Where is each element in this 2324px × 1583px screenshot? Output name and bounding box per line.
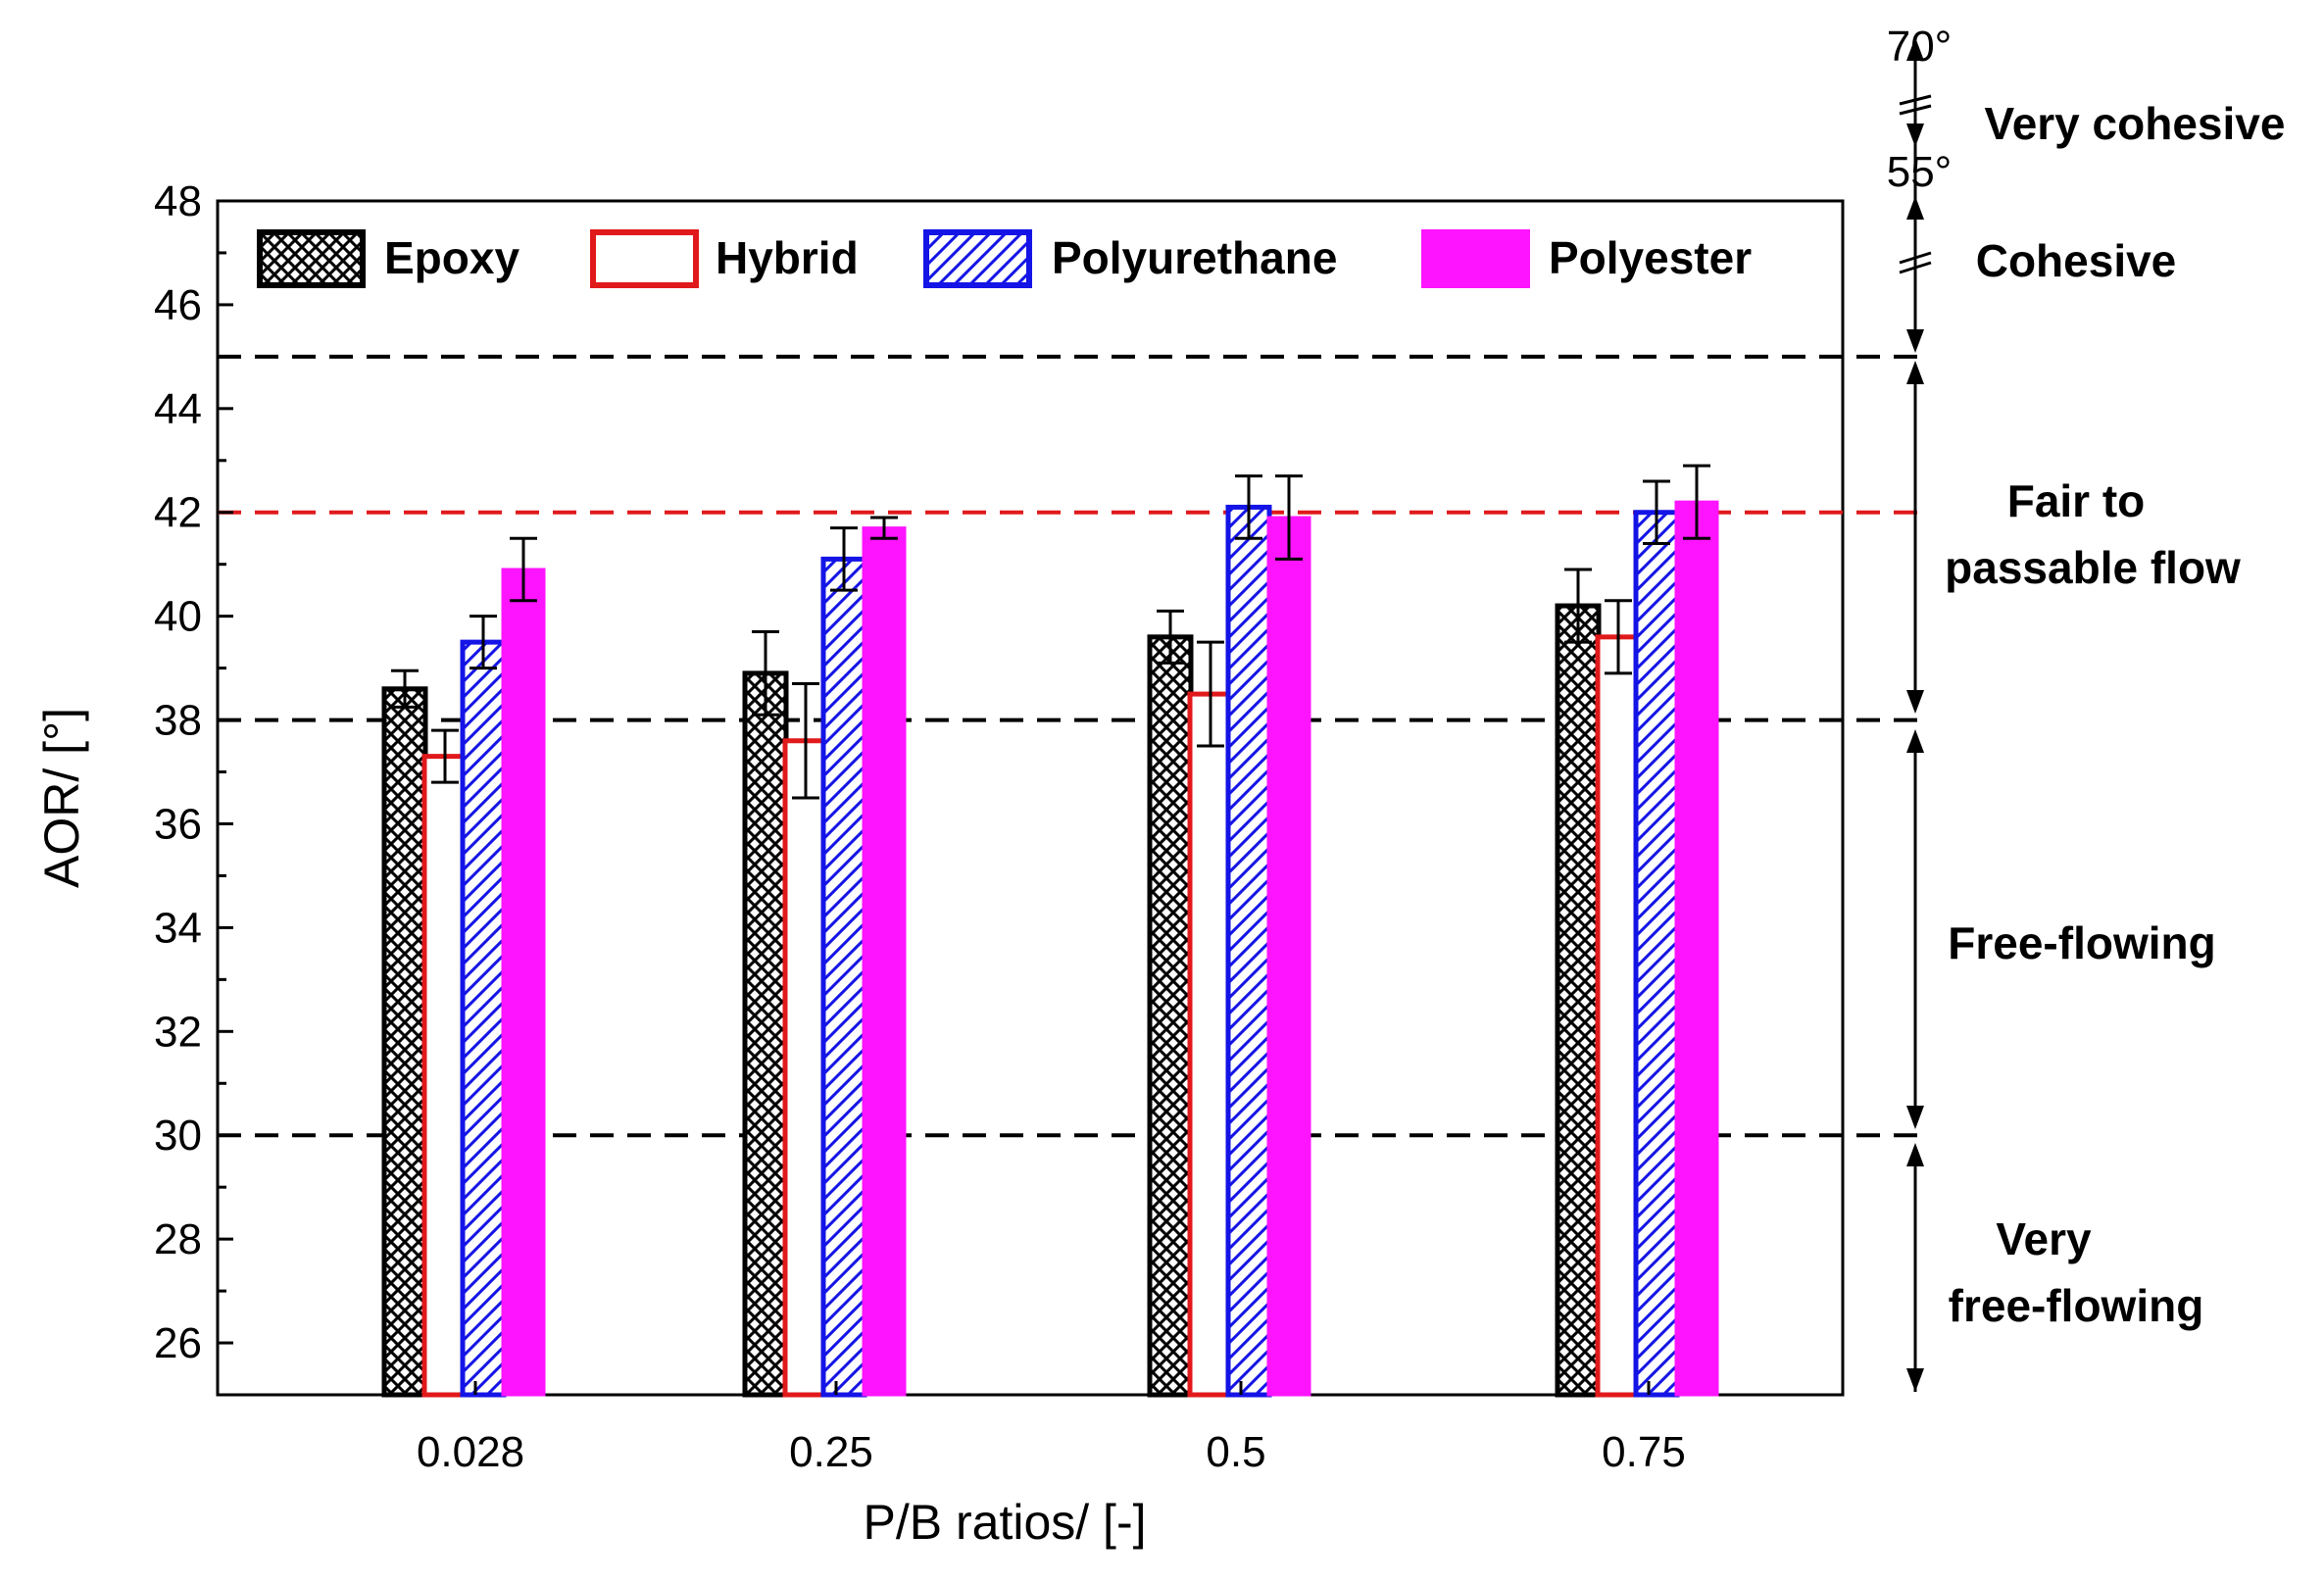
arrow-up-30 bbox=[1906, 1143, 1924, 1166]
legend-swatch-polyurethane bbox=[923, 229, 1032, 288]
y-tick-label-28: 28 bbox=[154, 1215, 202, 1263]
bar-polyurethane-3 bbox=[1633, 510, 1680, 1398]
error-bar-hybrid-2 bbox=[1197, 640, 1224, 748]
bar-epoxy-3 bbox=[1555, 603, 1602, 1398]
zone-label-very-cohesive: Very cohesive bbox=[1985, 98, 2286, 149]
bar-hybrid-0 bbox=[421, 754, 469, 1398]
error-bar-polyester-3 bbox=[1683, 464, 1710, 540]
zone-label-very-free-line2: free-flowing bbox=[1949, 1280, 2204, 1331]
angle-label-70: 70° bbox=[1887, 23, 1953, 71]
angle-label-55: 55° bbox=[1887, 148, 1953, 196]
error-bar-epoxy-1 bbox=[752, 630, 779, 717]
legend: Epoxy Hybrid Polyurethane Polyester bbox=[257, 229, 1752, 288]
error-bar-polyester-1 bbox=[870, 516, 898, 540]
zone-label-fair-line2: passable flow bbox=[1945, 542, 2241, 593]
bar-polyester-0 bbox=[501, 568, 546, 1397]
arrow-up-45 bbox=[1906, 361, 1924, 384]
y-axis-title: AOR/ [°] bbox=[34, 708, 89, 888]
zone-label-very-free-line1: Very bbox=[1996, 1213, 2092, 1264]
error-bar-polyurethane-0 bbox=[470, 615, 497, 670]
y-tick-label-34: 34 bbox=[154, 904, 202, 952]
legend-label-hybrid: Hybrid bbox=[716, 232, 859, 283]
x-tick-label-0.25: 0.25 bbox=[789, 1428, 873, 1476]
axis-break-mark-upper bbox=[1899, 94, 1932, 116]
arrow-down-38 bbox=[1906, 690, 1924, 714]
x-tick-label-0.5: 0.5 bbox=[1206, 1428, 1265, 1476]
x-tick-label-0.75: 0.75 bbox=[1602, 1428, 1686, 1476]
error-bar-epoxy-3 bbox=[1564, 568, 1592, 644]
y-tick-label-40: 40 bbox=[154, 593, 202, 641]
arrow-down-30 bbox=[1906, 1106, 1924, 1129]
error-bar-polyurethane-2 bbox=[1235, 474, 1262, 540]
x-tick-label-0.028: 0.028 bbox=[417, 1428, 524, 1476]
zone-label-cohesive: Cohesive bbox=[1976, 235, 2177, 286]
bar-hybrid-3 bbox=[1595, 634, 1642, 1398]
legend-label-polyester: Polyester bbox=[1549, 232, 1752, 283]
bar-polyurethane-1 bbox=[820, 556, 867, 1398]
y-tick-label-38: 38 bbox=[154, 697, 202, 745]
error-bar-polyester-0 bbox=[510, 536, 537, 603]
x-axis: 0.028 0.25 0.5 0.75 bbox=[417, 1381, 1686, 1476]
legend-swatch-hybrid bbox=[590, 229, 699, 288]
legend-swatch-polyester bbox=[1421, 229, 1530, 288]
bars bbox=[381, 464, 1719, 1398]
flowability-scale: 70° 55° Very cohesive Cohesive Fair to p… bbox=[1887, 23, 2286, 1392]
plot-frame bbox=[216, 199, 1845, 1397]
bar-polyurethane-0 bbox=[460, 639, 507, 1398]
bar-polyester-3 bbox=[1674, 500, 1719, 1397]
legend-label-epoxy: Epoxy bbox=[384, 232, 519, 283]
bar-polyester-2 bbox=[1266, 516, 1311, 1397]
bar-hybrid-2 bbox=[1187, 691, 1234, 1398]
y-tick-label-42: 42 bbox=[154, 489, 202, 537]
error-bar-hybrid-1 bbox=[792, 681, 819, 800]
error-bar-polyurethane-1 bbox=[830, 526, 858, 592]
bar-polyurethane-2 bbox=[1225, 504, 1272, 1398]
arrow-up-38 bbox=[1906, 729, 1924, 753]
y-tick-label-36: 36 bbox=[154, 800, 202, 848]
bar-epoxy-0 bbox=[381, 686, 428, 1398]
y-tick-label-44: 44 bbox=[154, 385, 202, 433]
axis-break-mark-lower bbox=[1899, 251, 1932, 274]
legend-swatch-epoxy bbox=[257, 229, 366, 288]
error-bar-polyurethane-3 bbox=[1643, 479, 1670, 546]
bar-epoxy-2 bbox=[1147, 634, 1194, 1398]
arrow-up-55 bbox=[1906, 196, 1924, 220]
arrow-down-45 bbox=[1906, 329, 1924, 353]
error-bar-polyester-2 bbox=[1275, 474, 1303, 561]
y-tick-label-46: 46 bbox=[154, 281, 202, 329]
bar-polyester-1 bbox=[862, 526, 907, 1397]
arrow-down-55 bbox=[1906, 124, 1924, 147]
arrow-down-25 bbox=[1906, 1368, 1924, 1392]
y-tick-label-30: 30 bbox=[154, 1112, 202, 1160]
y-tick-label-26: 26 bbox=[154, 1319, 202, 1367]
bar-hybrid-1 bbox=[782, 738, 829, 1398]
y-tick-label-48: 48 bbox=[154, 177, 202, 225]
arrow-up-70 bbox=[1906, 37, 1924, 61]
error-bar-hybrid-0 bbox=[431, 728, 459, 784]
error-bar-hybrid-3 bbox=[1605, 599, 1632, 675]
zone-label-free-flowing: Free-flowing bbox=[1948, 917, 2215, 968]
y-axis: 26 28 30 32 34 36 38 40 42 44 46 48 bbox=[154, 177, 233, 1397]
x-axis-title: P/B ratios/ [-] bbox=[864, 1495, 1147, 1550]
bar-epoxy-1 bbox=[742, 670, 789, 1398]
error-bar-epoxy-0 bbox=[391, 668, 419, 709]
error-bar-epoxy-2 bbox=[1157, 609, 1184, 665]
legend-label-polyurethane: Polyurethane bbox=[1052, 232, 1337, 283]
y-tick-label-32: 32 bbox=[154, 1008, 202, 1056]
zone-label-fair-line1: Fair to bbox=[2007, 475, 2146, 526]
